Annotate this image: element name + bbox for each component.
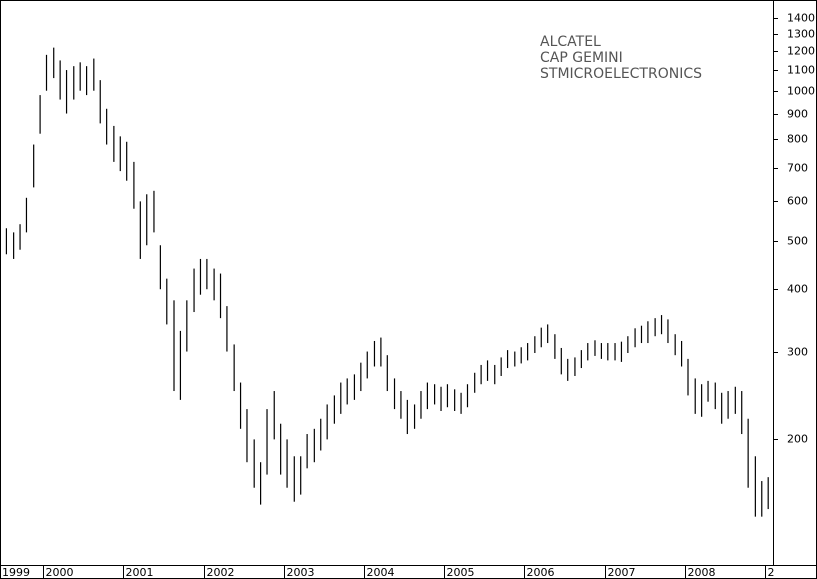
x-tick-label: 2006 (527, 566, 555, 579)
x-tick-label: 2 (768, 566, 775, 579)
legend-entry: ALCATEL (540, 34, 601, 50)
x-tick-label: 2004 (367, 566, 395, 579)
y-tick-label: 400 (787, 283, 808, 296)
x-tick-label: 2007 (608, 566, 636, 579)
y-tick-label: 700 (787, 162, 808, 175)
x-tick-label: 2001 (126, 566, 154, 579)
x-tick-label: 1999 (2, 566, 30, 579)
legend-entry: CAP GEMINI (540, 50, 623, 66)
y-tick-label: 1300 (787, 28, 815, 41)
legend-entry: STMICROELECTRONICS (540, 66, 702, 82)
y-tick-label: 1400 (787, 12, 815, 25)
y-tick-label: 600 (787, 195, 808, 208)
y-tick-label: 500 (787, 235, 808, 248)
x-tick-label: 2003 (287, 566, 315, 579)
x-tick-label: 2000 (46, 566, 74, 579)
y-tick-label: 1200 (787, 45, 815, 58)
y-tick-label: 1000 (787, 85, 815, 98)
y-tick-label: 200 (787, 433, 808, 446)
y-tick-label: 1100 (787, 64, 815, 77)
y-tick-label: 800 (787, 133, 808, 146)
y-tick-label: 300 (787, 346, 808, 359)
x-tick-label: 2005 (447, 566, 475, 579)
x-tick-label: 2008 (688, 566, 716, 579)
x-tick-label: 2002 (207, 566, 235, 579)
y-tick-label: 900 (787, 108, 808, 121)
